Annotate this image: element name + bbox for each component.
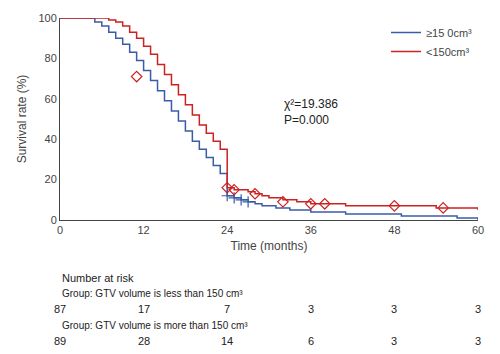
svg-text:Group: GTV volume is less than: Group: GTV volume is less than 150 cm³ <box>62 288 243 299</box>
svg-text:Number at risk: Number at risk <box>62 272 134 284</box>
svg-text:80: 80 <box>45 52 57 64</box>
svg-text:7: 7 <box>224 303 230 315</box>
svg-text:24: 24 <box>221 224 233 236</box>
svg-text:3: 3 <box>308 303 314 315</box>
svg-text:36: 36 <box>305 224 317 236</box>
svg-text:≥15 0cm³: ≥15 0cm³ <box>426 27 472 39</box>
svg-text:12: 12 <box>137 224 149 236</box>
svg-text:3: 3 <box>391 303 397 315</box>
svg-text:60: 60 <box>472 224 484 236</box>
svg-text:0: 0 <box>51 214 57 226</box>
svg-text:87: 87 <box>54 303 66 315</box>
svg-text:17: 17 <box>138 303 150 315</box>
svg-text:89: 89 <box>54 335 66 347</box>
svg-text:100: 100 <box>38 12 56 24</box>
svg-text:<150cm³: <150cm³ <box>426 46 469 58</box>
svg-text:3: 3 <box>475 335 481 347</box>
svg-text:28: 28 <box>138 335 150 347</box>
svg-text:14: 14 <box>221 335 233 347</box>
svg-text:6: 6 <box>308 335 314 347</box>
svg-text:60: 60 <box>45 93 57 105</box>
svg-text:χ²=19.386P=0.000: χ²=19.386P=0.000 <box>284 97 338 127</box>
svg-text:Survival rate (%): Survival rate (%) <box>15 75 29 164</box>
svg-text:3: 3 <box>475 303 481 315</box>
svg-text:0: 0 <box>57 224 63 236</box>
svg-text:20: 20 <box>45 173 57 185</box>
svg-text:Group: GTV volume is more than: Group: GTV volume is more than 150 cm³ <box>62 320 248 331</box>
svg-text:48: 48 <box>388 224 400 236</box>
svg-text:3: 3 <box>391 335 397 347</box>
svg-text:40: 40 <box>45 133 57 145</box>
svg-text:Time (months): Time (months) <box>231 239 308 253</box>
